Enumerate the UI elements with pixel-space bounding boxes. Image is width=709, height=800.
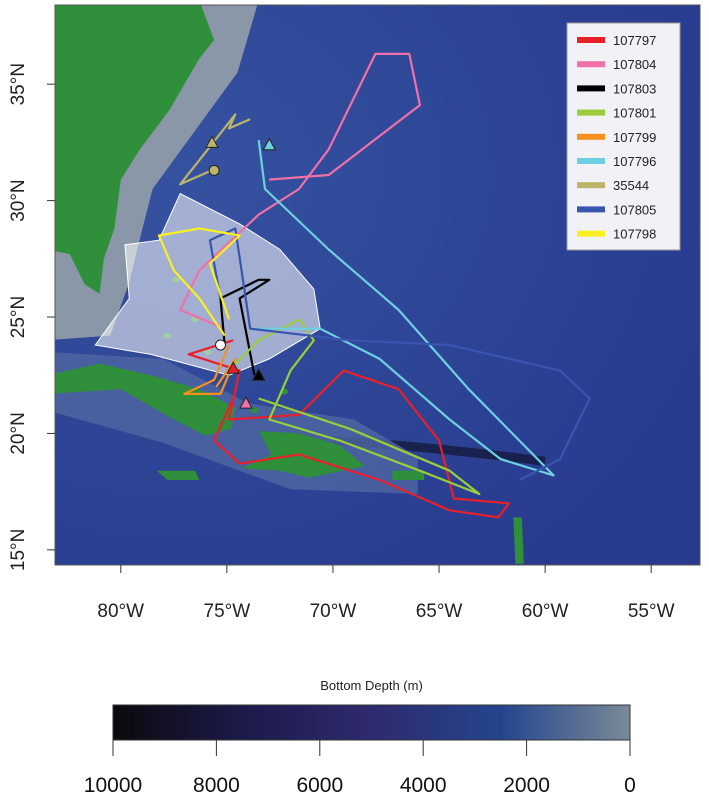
lat-tick-label: 35°N xyxy=(8,63,29,105)
puerto-rico-land xyxy=(392,470,425,480)
legend-swatch-107804 xyxy=(577,61,605,68)
legend: 107797 107804 107803 107801 107799 107796 3554… xyxy=(566,22,681,251)
colorbar-tick-label: 2000 xyxy=(503,774,550,797)
legend-swatch-107805 xyxy=(577,206,605,213)
continental-shelf xyxy=(55,5,258,340)
legend-label-107803: 107803 xyxy=(613,81,656,96)
lat-tick-label: 20°N xyxy=(8,412,29,454)
colorbar-tick-label: 0 xyxy=(624,774,636,797)
track-107801 xyxy=(228,318,481,496)
colorbar xyxy=(112,704,631,741)
us-east-coast-land xyxy=(55,5,215,294)
legend-label-107804: 107804 xyxy=(613,57,656,72)
legend-swatch-35544 xyxy=(577,182,605,189)
legend-swatch-107798 xyxy=(577,230,605,237)
track-107798 xyxy=(157,227,241,337)
track-107804 xyxy=(179,52,421,330)
lon-tick-label: 70°W xyxy=(310,601,357,622)
triangle-marker xyxy=(262,137,277,151)
legend-label-107796: 107796 xyxy=(613,154,656,169)
triangle-marker xyxy=(205,135,219,148)
lon-tick-label: 65°W xyxy=(416,601,463,622)
circle-marker xyxy=(214,339,226,351)
colorbar-tick-label: 4000 xyxy=(400,774,447,797)
lat-tick-label: 30°N xyxy=(8,179,29,221)
track-107805 xyxy=(208,227,591,481)
legend-label-107798: 107798 xyxy=(613,227,656,242)
legend-label-107801: 107801 xyxy=(613,106,656,121)
cuba-land xyxy=(55,363,236,436)
legend-label-107799: 107799 xyxy=(613,130,656,145)
track-107796 xyxy=(250,139,555,477)
lesser-antilles-land xyxy=(513,517,524,564)
legend-swatch-107803 xyxy=(577,85,605,92)
track-35544 xyxy=(179,113,251,186)
lon-tick-label: 75°W xyxy=(204,601,251,622)
colorbar-tick-label: 6000 xyxy=(296,774,343,797)
legend-swatch-107799 xyxy=(577,133,605,140)
lat-tick-label: 15°N xyxy=(8,529,29,571)
triangle-marker xyxy=(239,396,253,409)
legend-swatch-107796 xyxy=(577,158,605,164)
colorbar-tick-label: 8000 xyxy=(193,774,240,797)
lon-tick-label: 60°W xyxy=(522,601,569,622)
track-107803 xyxy=(219,278,271,376)
circle-marker xyxy=(208,164,220,176)
colorbar-tick-label: 10000 xyxy=(84,774,142,797)
jamaica-land xyxy=(156,470,200,480)
colorbar-title: Bottom Depth (m) xyxy=(320,678,423,693)
legend-label-107805: 107805 xyxy=(613,202,656,217)
triangle-marker xyxy=(251,368,266,381)
track-107797 xyxy=(187,339,511,519)
lon-tick-label: 55°W xyxy=(628,601,675,622)
legend-swatch-107801 xyxy=(577,109,605,116)
map-frame xyxy=(54,4,701,566)
legend-label-35544: 35544 xyxy=(613,178,649,193)
lon-tick-label: 80°W xyxy=(97,601,144,622)
lat-tick-label: 25°N xyxy=(8,296,29,338)
triangle-marker xyxy=(226,361,241,374)
legend-swatch-107797 xyxy=(577,37,605,43)
legend-label-107797: 107797 xyxy=(613,33,656,48)
